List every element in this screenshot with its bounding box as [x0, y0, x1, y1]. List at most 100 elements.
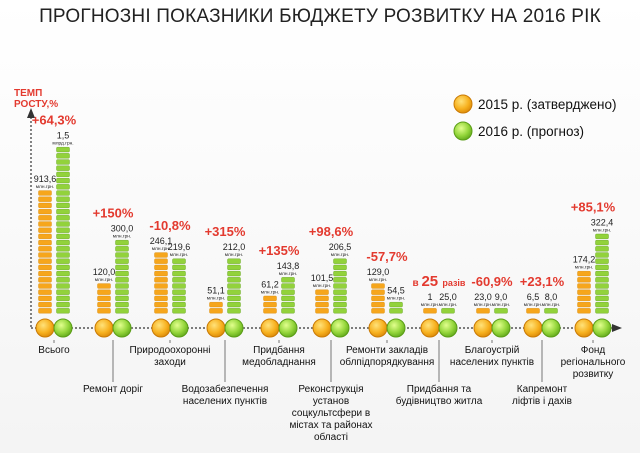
bar-2015-2-segment — [97, 295, 111, 302]
ball-2015-3 — [151, 318, 171, 338]
bar-2016-1-segment — [56, 208, 70, 215]
y-axis-label-line1: ТЕМП — [14, 88, 42, 99]
bar-2015-1-segment — [38, 277, 52, 283]
bar-2016-4-segment — [227, 289, 241, 295]
bar-2016-2-segment — [115, 258, 129, 264]
bar-2016-1-segment — [56, 289, 70, 295]
bar-2015-7-segment — [371, 283, 385, 289]
ball-2016-11 — [592, 318, 612, 338]
bar-2016-2-segment — [115, 283, 129, 289]
bar-2016-1-segment — [56, 190, 70, 196]
bar-2015-5-segment — [263, 295, 277, 302]
bar-2016-1-segment — [56, 171, 70, 178]
bar-2016-10-segment — [544, 308, 558, 314]
bar-2016-5-segment — [281, 308, 295, 314]
bar-2016-1-segment — [56, 177, 70, 184]
bar-2016-3-segment — [172, 258, 186, 264]
bar-2016-1-segment — [56, 159, 70, 165]
y-axis-label-line2: РОСТУ,% — [14, 99, 58, 110]
value-label-2015: 120,0 — [93, 267, 116, 277]
bar-2016-1-segment — [56, 202, 70, 209]
bar-2016-3-segment — [172, 308, 186, 314]
unit-label-2015: млн.грн. — [152, 247, 170, 252]
ball-2015-5 — [260, 318, 280, 338]
ball-2016-6 — [330, 318, 350, 338]
bar-2015-6-segment — [315, 289, 329, 295]
bar-2015-3-segment — [154, 252, 168, 258]
bar-2015-1-segment — [38, 246, 52, 252]
unit-label-2016: млн.грн. — [279, 272, 297, 277]
bar-2015-1-segment — [38, 221, 52, 227]
bar-2016-11-segment — [595, 246, 609, 252]
bar-2015-1-segment — [38, 202, 52, 209]
bar-2016-1-segment — [56, 264, 70, 271]
bar-2016-1-segment — [56, 233, 70, 240]
bar-2016-5-segment — [281, 289, 295, 295]
unit-label-2015: млн.грн. — [261, 290, 279, 295]
bar-2015-5-segment — [263, 302, 277, 308]
bar-2015-3-segment — [154, 289, 168, 295]
category-label: області — [314, 431, 348, 443]
category-label: Реконструкція — [298, 384, 363, 395]
unit-label-2016: млн.грн. — [225, 253, 243, 258]
category-label: Всього — [38, 345, 70, 356]
bar-2016-11-segment — [595, 302, 609, 308]
value-label-2016: 212,0 — [223, 242, 246, 252]
legend-marker-2 — [453, 121, 473, 141]
bar-2016-3-segment — [172, 289, 186, 295]
value-label-2016: 219,6 — [168, 242, 191, 252]
value-label-2016: 143,8 — [277, 261, 300, 271]
ball-2016-5 — [278, 318, 298, 338]
category-label: облпідпорядкування — [340, 356, 435, 368]
bar-2016-2-segment — [115, 246, 129, 252]
bar-2016-6-segment — [333, 308, 347, 314]
bar-2016-3-segment — [172, 283, 186, 289]
bar-2015-3-segment — [154, 264, 168, 271]
category-label: Фонд — [581, 345, 606, 356]
unit-label-2016: млн.грн. — [387, 297, 405, 302]
bar-2016-5-segment — [281, 302, 295, 308]
bar-2016-4-segment — [227, 271, 241, 277]
bar-2015-1-segment — [38, 208, 52, 215]
category-label: ліфтів і дахів — [512, 395, 572, 407]
value-label-2015: 129,0 — [367, 267, 390, 277]
bar-2016-2-segment — [115, 302, 129, 308]
bar-2015-11-segment — [577, 302, 591, 308]
unit-label-2016: млн.грн. — [593, 228, 611, 233]
value-label-2015: 1 — [427, 292, 432, 302]
unit-label-2016: млрд.грн. — [52, 142, 73, 147]
category-label: Придбання — [253, 344, 305, 356]
bar-2016-2-segment — [115, 289, 129, 295]
unit-label-2015: млн.грн. — [421, 303, 439, 308]
bar-2016-6-segment — [333, 289, 347, 295]
unit-label-2015: млн.грн. — [95, 278, 113, 283]
ball-2015-1 — [35, 318, 55, 338]
value-label-2016: 322,4 — [591, 217, 614, 227]
bar-2016-1-segment — [56, 277, 70, 283]
bar-2016-1-segment — [56, 227, 70, 233]
bar-2015-1-segment — [38, 239, 52, 246]
category-label: заходи — [154, 357, 186, 368]
bar-2016-4-segment — [227, 308, 241, 314]
bar-2016-6-segment — [333, 283, 347, 289]
value-label-2016: 206,5 — [329, 242, 352, 252]
bar-2016-11-segment — [595, 233, 609, 240]
bar-2016-1-segment — [56, 196, 70, 202]
bar-2016-11-segment — [595, 264, 609, 271]
value-label-2015: 101,5 — [311, 273, 334, 283]
bar-2015-6-segment — [315, 295, 329, 302]
value-label-2015: 6,5 — [527, 292, 540, 302]
ball-2015-7 — [368, 318, 388, 338]
unit-label-2016: млн.грн. — [170, 253, 188, 258]
growth-label: в 25 разів — [413, 273, 466, 290]
ball-2015-8 — [420, 318, 440, 338]
page-title: ПРОГНОЗНІ ПОКАЗНИКИ БЮДЖЕТУ РОЗВИТКУ НА … — [39, 6, 601, 27]
bar-2016-2-segment — [115, 239, 129, 246]
bar-2015-3-segment — [154, 283, 168, 289]
ball-2016-9 — [491, 318, 511, 338]
ball-2016-4 — [224, 318, 244, 338]
bar-2016-11-segment — [595, 252, 609, 258]
ball-2015-4 — [206, 318, 226, 338]
bar-2015-1-segment — [38, 295, 52, 302]
